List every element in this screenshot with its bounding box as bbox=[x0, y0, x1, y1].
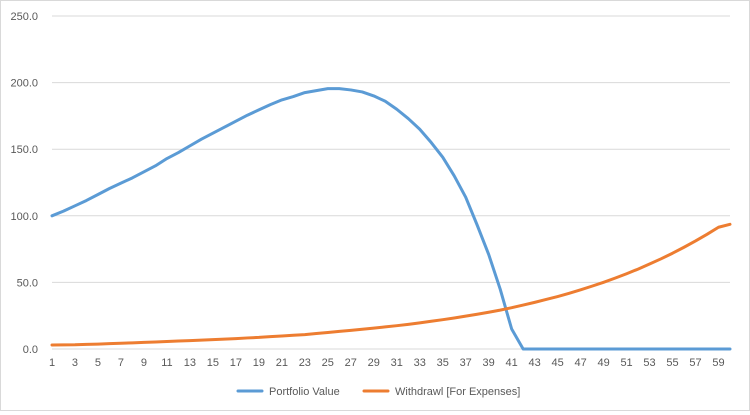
x-axis-tick-labels: 1 3 5 7 9 11 13 15 17 19 21 23 25 27 29 31 33 35 37 39 41 43 4… bbox=[49, 357, 725, 369]
x-tick-label: 33 bbox=[414, 357, 426, 369]
x-tick-label: 17 bbox=[230, 357, 242, 369]
legend-label: Portfolio Value bbox=[269, 386, 340, 398]
x-tick-label: 35 bbox=[437, 357, 449, 369]
x-tick-label: 27 bbox=[345, 357, 357, 369]
x-tick-label: 37 bbox=[460, 357, 472, 369]
x-tick-label: 47 bbox=[574, 357, 586, 369]
x-tick-label: 53 bbox=[643, 357, 655, 369]
x-tick-label: 31 bbox=[391, 357, 403, 369]
y-axis-tick-labels: 0.0 50.0 100.0 150.0 200.0 250.0 bbox=[10, 11, 38, 356]
x-tick-label: 59 bbox=[712, 357, 724, 369]
legend-label: Withdrawl [For Expenses] bbox=[395, 386, 520, 398]
y-tick-label: 150.0 bbox=[10, 144, 38, 156]
x-tick-label: 9 bbox=[141, 357, 147, 369]
x-tick-label: 51 bbox=[620, 357, 632, 369]
x-tick-label: 13 bbox=[184, 357, 196, 369]
series-lines bbox=[50, 87, 732, 351]
x-tick-label: 23 bbox=[299, 357, 311, 369]
series-line-withdrawl bbox=[50, 222, 732, 347]
legend: Portfolio Value Withdrawl [For Expenses] bbox=[236, 386, 520, 398]
x-tick-label: 1 bbox=[49, 357, 55, 369]
x-tick-label: 39 bbox=[483, 357, 495, 369]
x-tick-label: 55 bbox=[666, 357, 678, 369]
gridlines bbox=[52, 15, 730, 283]
y-tick-label: 100.0 bbox=[10, 211, 38, 223]
series-line-portfolio-value bbox=[50, 87, 732, 351]
x-tick-label: 19 bbox=[253, 357, 265, 369]
x-tick-label: 49 bbox=[597, 357, 609, 369]
x-tick-label: 57 bbox=[689, 357, 701, 369]
x-tick-label: 25 bbox=[322, 357, 334, 369]
x-tick-label: 5 bbox=[95, 357, 101, 369]
x-tick-label: 3 bbox=[72, 357, 78, 369]
x-tick-label: 43 bbox=[529, 357, 541, 369]
x-tick-label: 41 bbox=[506, 357, 518, 369]
x-tick-label: 45 bbox=[552, 357, 564, 369]
x-tick-label: 15 bbox=[207, 357, 219, 369]
y-tick-label: 250.0 bbox=[10, 11, 38, 23]
y-tick-label: 200.0 bbox=[10, 78, 38, 90]
x-tick-label: 29 bbox=[368, 357, 380, 369]
x-tick-label: 21 bbox=[276, 357, 288, 369]
y-tick-label: 0.0 bbox=[23, 344, 38, 356]
x-tick-label: 7 bbox=[118, 357, 124, 369]
y-tick-label: 50.0 bbox=[17, 277, 38, 289]
x-tick-label: 11 bbox=[161, 357, 172, 369]
